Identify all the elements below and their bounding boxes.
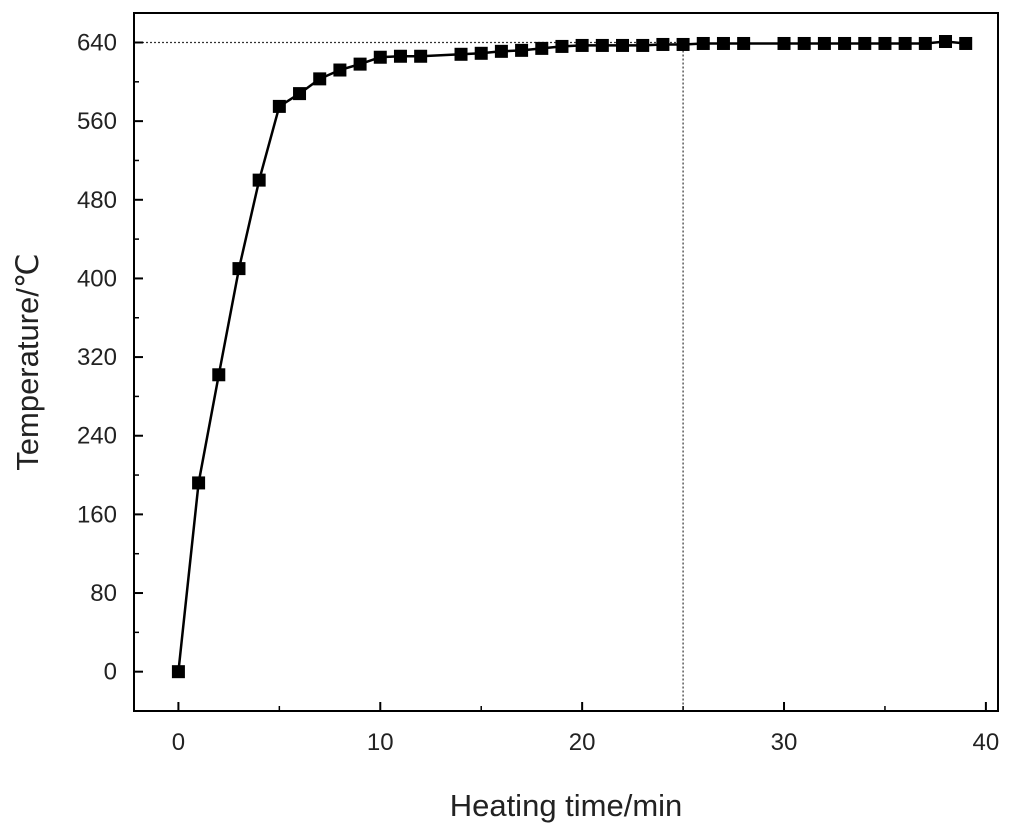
reference-lines [134, 41, 684, 711]
data-point [192, 476, 206, 490]
data-point [373, 50, 387, 64]
data-point [959, 36, 973, 50]
data-point [696, 36, 710, 50]
data-point [878, 36, 892, 50]
y-tick-label: 80 [90, 580, 117, 607]
data-point [918, 36, 932, 50]
plot-frame [133, 12, 999, 712]
data-point [817, 36, 831, 50]
x-axis-title: Heating time/min [450, 788, 683, 823]
y-tick-label: 560 [77, 108, 117, 135]
data-point [353, 57, 367, 71]
data-point [414, 49, 428, 63]
data-point [171, 665, 185, 679]
y-tick-label: 400 [77, 265, 117, 292]
data-point [272, 99, 286, 113]
series-line [177, 40, 966, 672]
data-point [535, 41, 549, 55]
data-point [454, 47, 468, 61]
x-tick-label: 30 [771, 729, 798, 756]
data-point [898, 36, 912, 50]
data-point [555, 39, 569, 53]
y-tick-label: 320 [77, 344, 117, 371]
data-point [515, 43, 529, 57]
data-point [313, 72, 327, 86]
data-point [656, 37, 670, 51]
x-axis-ticks: 0 10 20 30 40 [172, 702, 1000, 756]
y-tick-label: 0 [104, 659, 117, 686]
x-tick-label: 40 [973, 729, 1000, 756]
data-point [575, 38, 589, 52]
data-point [474, 46, 488, 60]
data-point [858, 36, 872, 50]
x-tick-label: 20 [569, 729, 596, 756]
data-point [797, 36, 811, 50]
data-point [252, 173, 266, 187]
data-point [716, 36, 730, 50]
data-point [676, 37, 690, 51]
data-point [232, 262, 246, 276]
x-tick-label: 10 [367, 729, 394, 756]
data-point [293, 87, 307, 101]
series-group [171, 35, 973, 679]
y-axis-title: Temperature/℃ [10, 253, 45, 470]
data-point [494, 44, 508, 58]
data-point [777, 36, 791, 50]
data-point [393, 49, 407, 63]
data-point [939, 35, 953, 49]
data-point [595, 38, 609, 52]
y-tick-label: 160 [77, 501, 117, 528]
y-tick-label: 480 [77, 187, 117, 214]
data-point [838, 36, 852, 50]
x-tick-label: 0 [172, 729, 185, 756]
data-point [616, 38, 630, 52]
data-point [212, 368, 226, 382]
data-point [636, 38, 650, 52]
y-axis-ticks: 0 80 160 240 320 400 480 560 640 [77, 29, 143, 686]
data-point [737, 36, 751, 50]
data-point [333, 63, 347, 77]
y-tick-label: 640 [77, 29, 117, 56]
y-tick-label: 240 [77, 423, 117, 450]
